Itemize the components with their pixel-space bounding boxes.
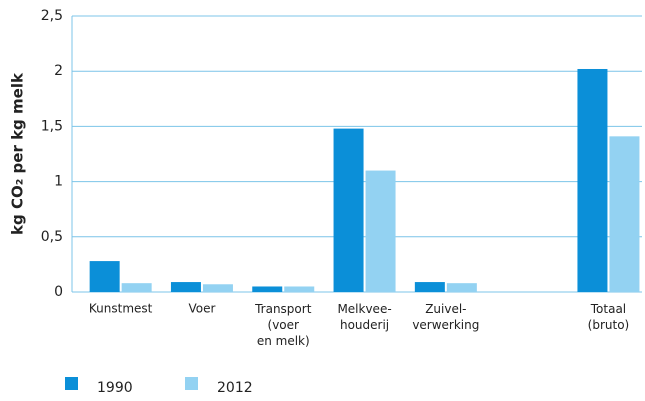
bar (577, 68, 608, 292)
legend-label: 2012 (217, 380, 253, 396)
bar (252, 286, 283, 292)
y-tick-label: 0 (54, 284, 63, 300)
bar (89, 261, 120, 292)
x-tick-label: Totaal (bruto) (588, 302, 630, 332)
legend-swatch (185, 377, 198, 390)
bar (446, 283, 477, 292)
y-tick-label: 0,5 (41, 229, 63, 245)
x-tick-label: Transport (voer en melk) (254, 302, 312, 348)
x-tick-label: Voer (188, 302, 215, 316)
bar (333, 128, 364, 292)
bar (170, 282, 201, 292)
y-axis-title: kg CO₂ per kg melk (9, 72, 27, 235)
legend-swatch (65, 377, 78, 390)
x-tick-label: Melkvee-houderij (337, 302, 391, 332)
bar (609, 136, 640, 292)
y-tick-label: 2,5 (41, 8, 63, 24)
bar (414, 282, 445, 292)
bar (365, 170, 396, 292)
bar (284, 286, 315, 292)
y-tick-label: 2 (54, 63, 63, 79)
bar (121, 283, 152, 292)
x-tick-label: Kunstmest (89, 302, 153, 316)
bar (202, 284, 233, 292)
y-tick-label: 1 (54, 174, 63, 190)
y-tick-label: 1,5 (41, 118, 63, 134)
x-tick-label: Zuivel-verwerking (412, 302, 479, 332)
legend-label: 1990 (97, 380, 133, 396)
